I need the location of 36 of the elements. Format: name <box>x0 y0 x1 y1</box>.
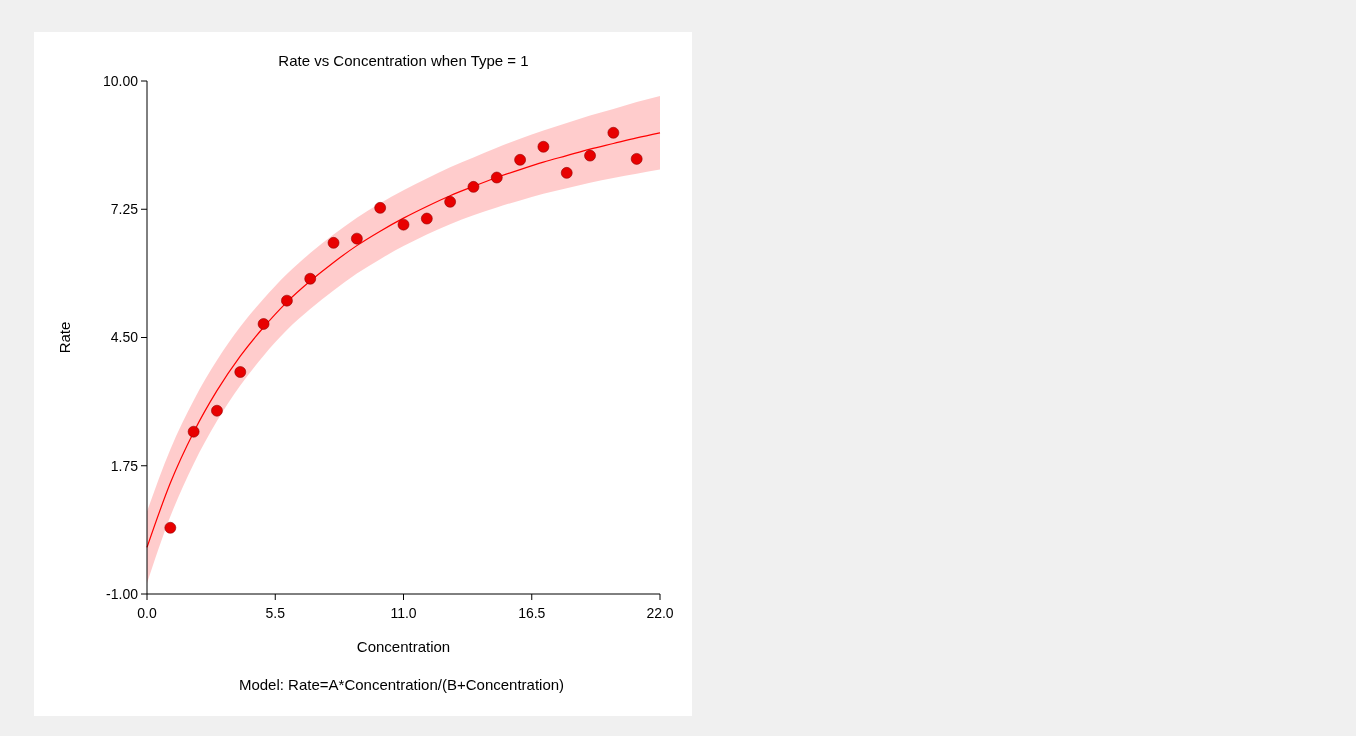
x-tick-label: 16.5 <box>518 605 546 621</box>
x-tick-label: 0.0 <box>137 605 157 621</box>
point <box>211 404 223 417</box>
point <box>304 272 317 285</box>
x-tick-label: 5.5 <box>265 605 286 621</box>
point <box>234 366 247 378</box>
point <box>421 212 433 225</box>
y-tick-label: 10.00 <box>102 72 139 89</box>
x-tick-label: 11.0 <box>390 605 417 621</box>
point <box>467 181 480 193</box>
y-tick-label: -1.00 <box>106 585 139 602</box>
y-axis-title: Rate <box>56 321 73 354</box>
point <box>257 318 270 330</box>
text: Model: Rate=A*Concentration/(B+Concentration) <box>238 676 565 693</box>
x-tick-label: 22.0 <box>646 605 674 621</box>
point <box>374 202 386 214</box>
line-series <box>146 132 661 548</box>
point <box>490 171 503 184</box>
x-axis-title: Concentration <box>356 638 451 655</box>
point <box>164 521 177 534</box>
y-tick-label: 1.75 <box>110 457 139 474</box>
point <box>397 218 410 231</box>
point <box>187 425 200 438</box>
chart-title: Rate vs Concentration when Type = 1 <box>278 52 529 69</box>
point <box>584 149 596 162</box>
point <box>514 154 526 166</box>
point <box>327 237 340 249</box>
point <box>351 232 363 245</box>
point <box>560 167 573 179</box>
point <box>607 126 620 139</box>
y-tick-label: 7.25 <box>110 201 139 218</box>
point <box>537 140 550 153</box>
point <box>281 294 293 307</box>
y-tick-label: 4.50 <box>110 329 139 346</box>
point <box>630 153 643 165</box>
point <box>444 195 456 208</box>
